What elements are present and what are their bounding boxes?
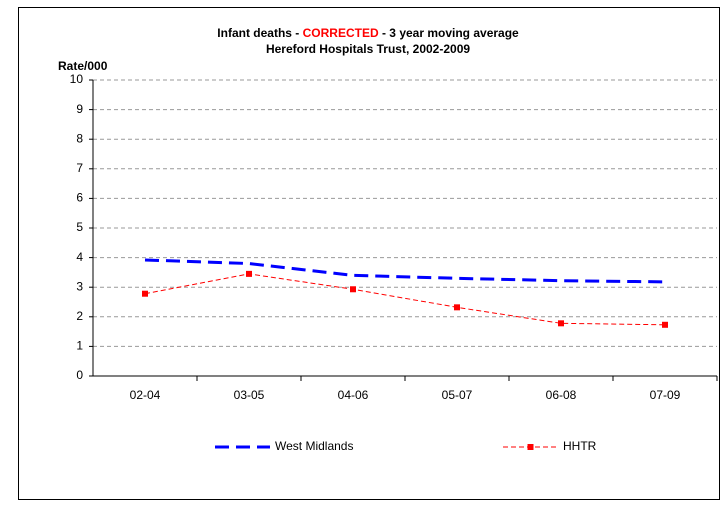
series-marker (662, 321, 668, 328)
y-tick-label: 8 (76, 131, 83, 145)
y-tick-label: 2 (76, 309, 83, 323)
chart-subtitle: Hereford Hospitals Trust, 2002-2009 (266, 42, 470, 56)
series-line (144, 258, 666, 284)
y-tick-label: 5 (76, 220, 83, 234)
y-tick-label: 7 (76, 161, 83, 175)
y-tick-label: 9 (76, 102, 83, 116)
chart-title: Infant deaths - CORRECTED - 3 year movin… (217, 26, 519, 40)
legend-marker (527, 444, 534, 450)
y-tick-label: 0 (76, 368, 83, 382)
legend-label: West Midlands (275, 439, 353, 453)
x-tick-label: 04-06 (338, 388, 369, 402)
y-tick-label: 3 (76, 279, 83, 293)
y-tick-label: 6 (76, 191, 83, 205)
x-tick-label: 02-04 (130, 388, 161, 402)
y-tick-label: 4 (76, 250, 83, 264)
y-tick-label: 1 (76, 339, 83, 353)
series-line (144, 273, 666, 326)
y-tick-label: 10 (70, 72, 84, 86)
y-axis-label: Rate/000 (58, 59, 108, 73)
chart-frame (18, 7, 720, 500)
x-tick-label: 06-08 (546, 388, 577, 402)
series-marker (350, 286, 356, 293)
series-marker (454, 304, 460, 311)
title-segment: - 3 year moving average (379, 26, 519, 40)
series-marker (142, 290, 148, 297)
series-marker (558, 320, 564, 327)
title-segment: Infant deaths - (217, 26, 302, 40)
x-tick-label: 05-07 (442, 388, 473, 402)
x-tick-label: 03-05 (234, 388, 265, 402)
title-segment: CORRECTED (303, 26, 379, 40)
series-marker (246, 270, 252, 277)
x-tick-label: 07-09 (650, 388, 681, 402)
legend-label: HHTR (563, 439, 597, 453)
